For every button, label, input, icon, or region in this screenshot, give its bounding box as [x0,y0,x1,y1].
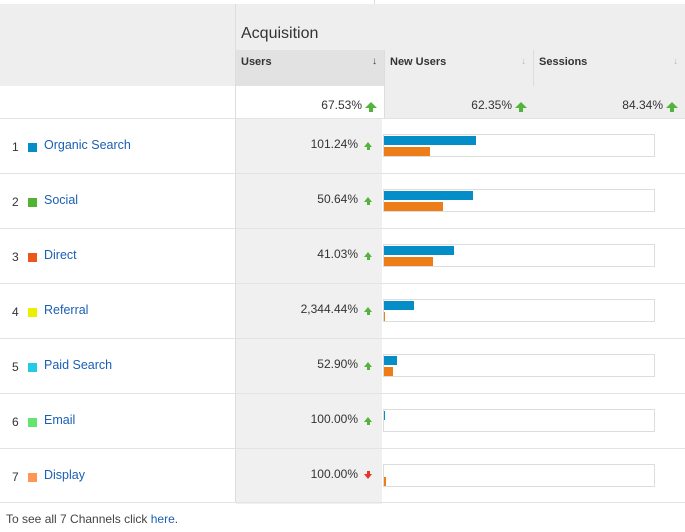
users-cell: 41.03% [236,229,382,284]
column-divider [235,4,236,502]
users-change-value: 52.90% [317,357,358,371]
users-cell: 101.24% [236,119,382,174]
channel-color-swatch [28,198,37,207]
bar-previous [384,477,386,486]
row-number: 6 [12,415,19,429]
channel-color-swatch [28,473,37,482]
users-change-value: 50.64% [317,192,358,206]
bar-previous [384,202,444,211]
table-row: 5 Paid Search 52.90% [0,338,685,394]
up-arrow-icon [364,142,372,150]
total-new-users: 62.35% [385,98,527,112]
footer-end: . [174,512,179,526]
totals-bg [385,86,685,118]
channel-link[interactable]: Referral [44,303,89,317]
bar-current [384,301,414,310]
table-row: 6 Email 100.00% [0,393,685,449]
channel-link[interactable]: Direct [44,248,77,262]
users-cell: 100.00% [236,394,382,449]
sort-arrow-down-icon[interactable]: ↓ [521,56,526,67]
table-row: 7 Display 100.00% [0,448,685,504]
footer-text: To see all 7 Channels click [6,512,151,526]
up-arrow-icon [364,252,372,260]
users-change-value: 101.24% [310,137,358,151]
comparison-bar-chart [383,354,655,377]
footer-note: To see all 7 Channels click here. [6,512,178,526]
bar-current [384,411,386,420]
bar-previous [384,147,430,156]
row-number: 1 [12,140,19,154]
row-number: 4 [12,305,19,319]
channel-color-swatch [28,418,37,427]
bar-current [384,356,397,365]
total-new-users-value: 62.35% [471,98,512,112]
column-divider [533,50,534,118]
users-change-value: 2,344.44% [300,302,358,316]
channel-link[interactable]: Organic Search [44,138,131,152]
acquisition-group-title: Acquisition [241,25,319,42]
comparison-bar-chart [383,299,655,322]
row-number: 7 [12,470,19,484]
row-number: 2 [12,195,19,209]
total-users-value: 67.53% [321,98,362,112]
channel-color-swatch [28,308,37,317]
bar-current [384,191,474,200]
column-label-users: Users [241,56,272,68]
bar-previous [384,312,386,321]
table-row: 1 Organic Search 101.24% [0,118,685,174]
bar-current [384,136,476,145]
bar-previous [384,257,433,266]
channel-link[interactable]: Email [44,413,76,427]
up-arrow-icon [364,307,372,315]
column-header-new-users[interactable]: New Users ↓ [385,50,533,86]
row-number: 5 [12,360,19,374]
total-users: 67.53% [236,98,377,112]
bar-current [384,246,455,255]
column-header-sessions[interactable]: Sessions ↓ [534,50,685,86]
row-number: 3 [12,250,19,264]
table-row: 4 Referral 2,344.44% [0,283,685,339]
table-row: 3 Direct 41.03% [0,228,685,284]
channel-color-swatch [28,253,37,262]
down-arrow-icon [364,471,372,479]
users-cell: 2,344.44% [236,284,382,339]
sort-arrow-down-icon[interactable]: ↓ [372,56,377,67]
total-sessions: 84.34% [534,98,678,112]
channel-color-swatch [28,143,37,152]
table-bottom-border [0,502,685,503]
comparison-bar-chart [383,409,655,432]
header-band [0,4,685,50]
users-change-value: 100.00% [310,467,358,481]
users-cell: 100.00% [236,449,382,504]
table-row: 2 Social 50.64% [0,173,685,229]
header-left-blank [0,50,235,86]
comparison-bar-chart [383,464,655,487]
comparison-bar-chart [383,134,655,157]
channel-color-swatch [28,363,37,372]
users-cell: 52.90% [236,339,382,394]
users-change-value: 41.03% [317,247,358,261]
comparison-bar-chart [383,189,655,212]
up-arrow-icon [365,102,377,112]
sort-arrow-down-icon[interactable]: ↓ [673,56,678,67]
footer-here-link[interactable]: here [150,512,175,526]
up-arrow-icon [364,417,372,425]
channel-link[interactable]: Display [44,468,85,482]
top-divider [374,0,375,4]
channel-link[interactable]: Social [44,193,79,207]
up-arrow-icon [364,362,372,370]
users-cell: 50.64% [236,174,382,229]
total-sessions-value: 84.34% [622,98,663,112]
column-divider [384,50,385,118]
column-label-new-users: New Users [390,56,447,68]
channel-link[interactable]: Paid Search [44,358,113,372]
column-header-users[interactable]: Users ↓ [236,50,384,86]
users-change-value: 100.00% [310,412,358,426]
comparison-bar-chart [383,244,655,267]
up-arrow-icon [515,102,527,112]
up-arrow-icon [666,102,678,112]
bar-previous [384,367,393,376]
column-label-sessions: Sessions [539,56,588,68]
up-arrow-icon [364,197,372,205]
